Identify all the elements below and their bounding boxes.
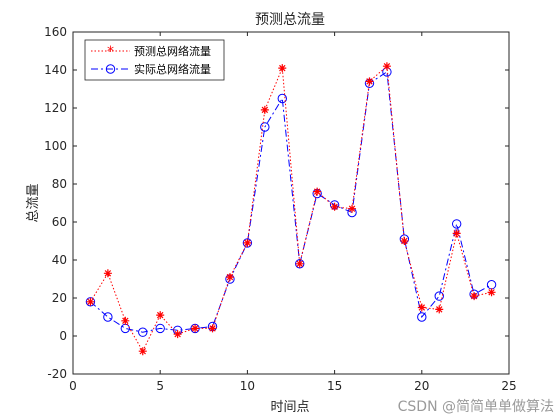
data-point-predicted [365, 77, 374, 86]
x-tick-label: 10 [240, 379, 255, 393]
data-point-predicted [86, 297, 95, 306]
data-point-actual [451, 219, 462, 229]
data-point-predicted [278, 64, 287, 73]
y-tick-label: 20 [52, 291, 67, 305]
y-tick-label: 0 [59, 329, 67, 343]
data-point-predicted [243, 238, 252, 247]
y-tick-label: 120 [44, 101, 67, 115]
legend-actual-marker [105, 64, 116, 74]
y-tick-label: -20 [47, 367, 67, 381]
plot-area [72, 31, 510, 375]
series-layer [85, 62, 497, 356]
chart-title: 预测总流量 [255, 12, 325, 28]
legend-actual-label: 实际总网络流量 [134, 62, 211, 76]
y-tick-label: 40 [52, 253, 67, 267]
x-tick-label: 5 [156, 379, 164, 393]
x-tick-label: 20 [414, 379, 429, 393]
data-point-predicted [452, 229, 461, 238]
data-point-predicted [103, 269, 112, 278]
data-point-predicted [138, 347, 147, 356]
data-point-predicted [330, 202, 339, 211]
data-point-actual [295, 259, 305, 269]
data-point-predicted [382, 62, 391, 71]
x-axis-label: 时间点 [270, 400, 309, 415]
data-point-predicted [487, 288, 496, 297]
data-point-actual [260, 122, 270, 132]
legend: * 预测总网络流量 实际总网络流量 [84, 39, 225, 81]
data-point-actual [434, 291, 444, 301]
x-tick-label: 0 [69, 379, 77, 393]
data-point-predicted [417, 303, 426, 312]
x-tick-label: 15 [327, 379, 342, 393]
data-point-predicted [156, 311, 165, 320]
legend-predicted-marker: * [107, 44, 114, 60]
legend-box [84, 39, 225, 81]
data-point-actual [85, 297, 96, 307]
data-point-predicted [435, 305, 444, 314]
data-point-actual [138, 327, 148, 337]
watermark-text: CSDN @简简单单做算法 [397, 399, 554, 415]
data-point-predicted [260, 105, 269, 114]
data-point-predicted [348, 204, 357, 213]
data-point-actual [277, 93, 287, 104]
data-point-predicted [191, 324, 200, 333]
y-tick-label: 100 [44, 139, 67, 153]
data-point-predicted [313, 187, 322, 196]
y-tick-label: 140 [44, 63, 67, 77]
data-point-predicted [173, 330, 182, 339]
y-tick-label: 80 [52, 177, 67, 191]
data-point-actual [242, 238, 253, 248]
data-point-predicted [225, 273, 234, 282]
y-axis-label: 总流量 [26, 183, 41, 222]
data-point-actual [103, 312, 113, 322]
y-tick-label: 60 [52, 215, 67, 229]
data-point-predicted [400, 237, 409, 245]
data-point-predicted [208, 324, 217, 333]
data-point-actual [417, 312, 427, 322]
data-point-actual [155, 323, 165, 334]
legend-predicted-label: 预测总网络流量 [134, 44, 211, 58]
y-tick-label: 160 [44, 25, 67, 39]
series-predicted [86, 62, 496, 356]
data-point-predicted [470, 292, 479, 301]
data-point-predicted [121, 316, 130, 325]
data-point-predicted [295, 259, 304, 268]
x-tick-label: 25 [501, 379, 516, 393]
